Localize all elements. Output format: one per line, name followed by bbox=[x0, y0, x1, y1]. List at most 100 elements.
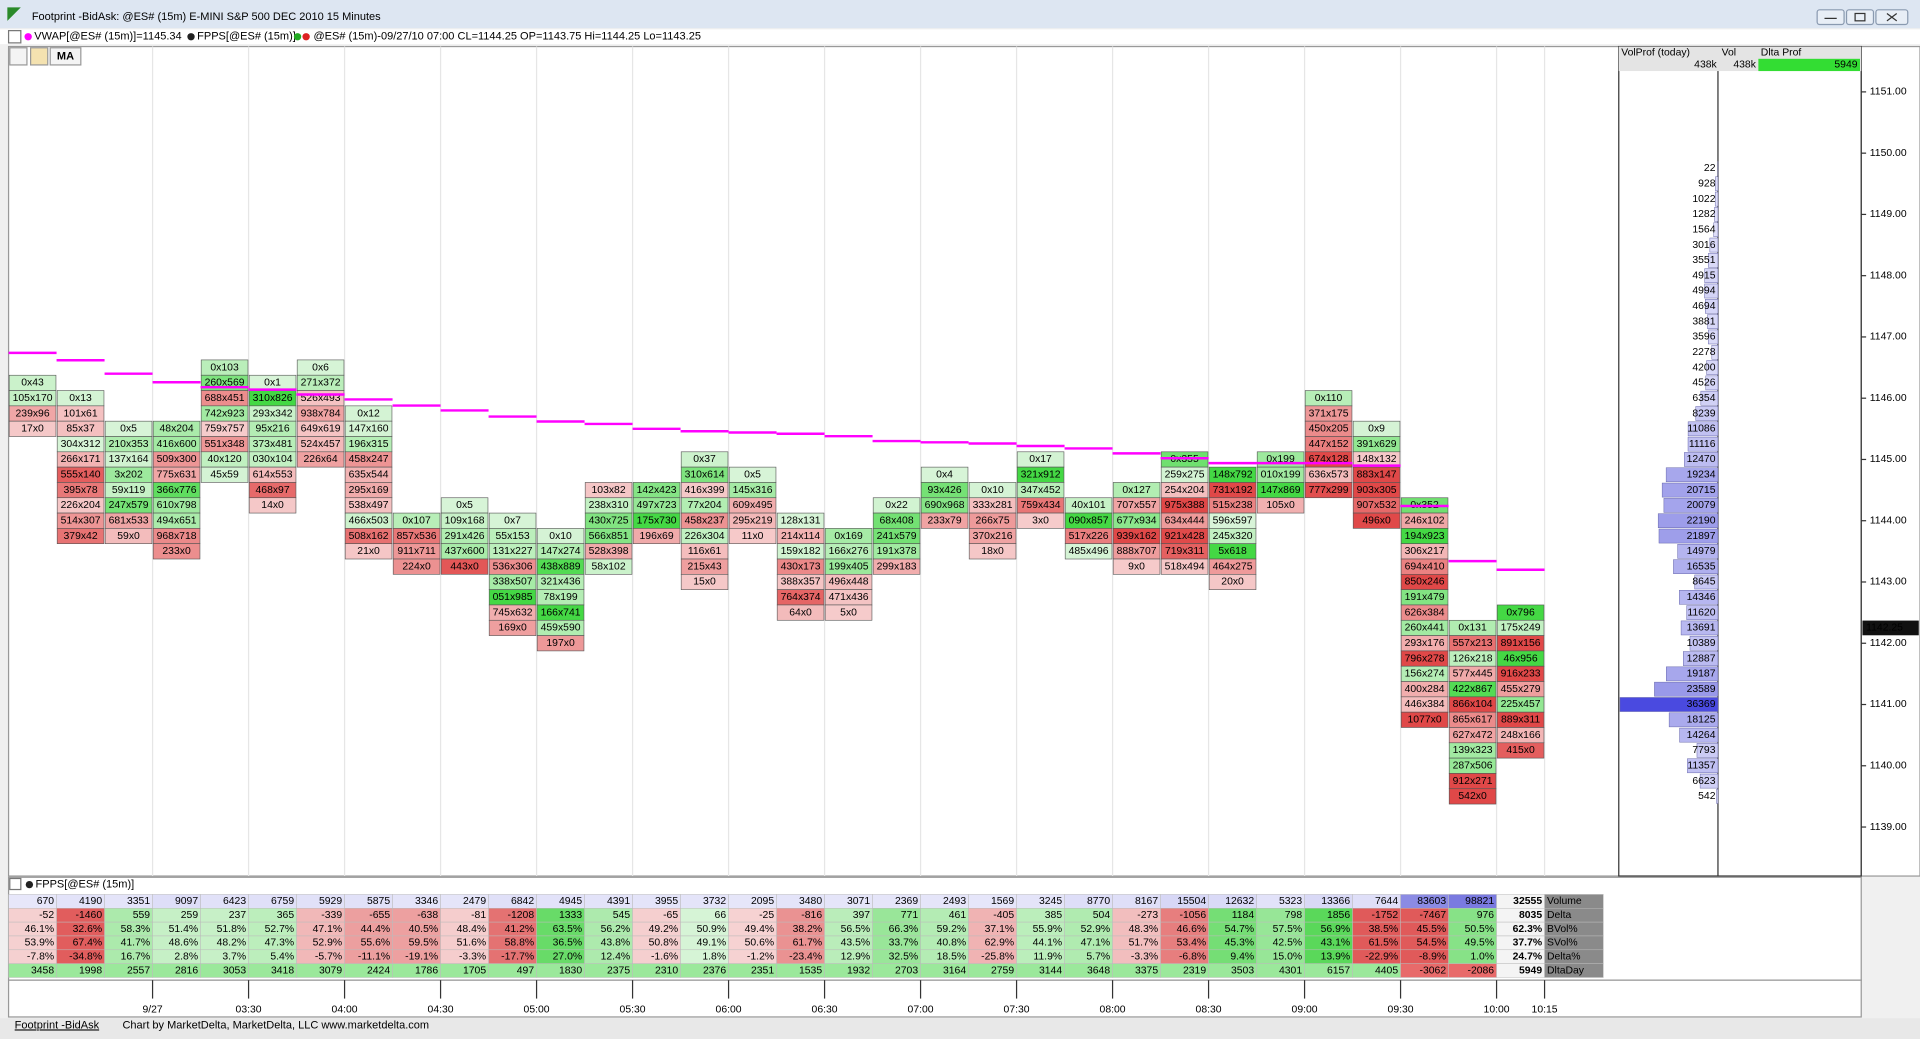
stats-value: 43.1% bbox=[1321, 938, 1351, 949]
stats-value: 32.6% bbox=[73, 924, 103, 935]
footprint-cell-label: 15x0 bbox=[693, 577, 716, 588]
footprint-cell-label: 11x0 bbox=[742, 531, 764, 542]
footprint-cell-label: 199x405 bbox=[829, 561, 869, 572]
footprint-cell-label: 246x102 bbox=[1405, 515, 1445, 526]
stats-value: 2816 bbox=[175, 965, 198, 976]
footprint-cell-label: 58x102 bbox=[592, 561, 626, 572]
x-tick-label: 07:30 bbox=[1004, 1004, 1030, 1015]
footprint-cell bbox=[776, 604, 825, 621]
footprint-cell-label: 677x934 bbox=[1117, 515, 1157, 526]
footprint-cell-label: 400x284 bbox=[1405, 684, 1445, 695]
profile-bar bbox=[1619, 697, 1719, 712]
stats-value: 48.6% bbox=[169, 938, 199, 949]
footprint-cell-label: 742x923 bbox=[205, 408, 245, 419]
indicator-vwap[interactable]: VWAP[@ES# (15m)]=1145.34 bbox=[34, 31, 181, 43]
footprint-cell-label: 68x408 bbox=[880, 515, 914, 526]
stats-value: -1.2% bbox=[747, 951, 774, 962]
indicator-close[interactable] bbox=[7, 30, 22, 44]
stats-value: 41.7% bbox=[121, 938, 151, 949]
stats-row-name: BVol% bbox=[1547, 924, 1578, 935]
profile-bar bbox=[1673, 559, 1719, 574]
stats-value: 2369 bbox=[895, 896, 918, 907]
minimize-button[interactable] bbox=[1816, 9, 1845, 26]
footprint-cell-label: 0x10 bbox=[981, 485, 1004, 496]
stats-value: 5949 bbox=[1519, 965, 1542, 976]
profile-bar bbox=[1699, 773, 1719, 789]
profile-bar bbox=[1658, 528, 1719, 544]
footprint-cell-label: 0x13 bbox=[69, 393, 92, 404]
stats-value: -34.8% bbox=[69, 951, 102, 962]
stats-value: 47.1% bbox=[1081, 938, 1111, 949]
footprint-cell-label: 45x59 bbox=[210, 470, 239, 481]
footprint-cell-label: 239x96 bbox=[16, 408, 50, 419]
footprint-cell-label: 46x956 bbox=[1504, 653, 1538, 664]
footprint-cell-label: 0x7 bbox=[504, 515, 521, 526]
footprint-cell-label: 148x792 bbox=[1213, 470, 1253, 481]
profile-bar bbox=[1666, 666, 1719, 682]
stats-value: 44.4% bbox=[361, 924, 391, 935]
sheet-tab[interactable]: Footprint -BidAsk bbox=[15, 1019, 100, 1031]
stats-value: 5.4% bbox=[270, 951, 294, 962]
stats-value: 32555 bbox=[1513, 896, 1542, 907]
footprint-cell-label: 293x342 bbox=[253, 408, 293, 419]
footprint-cell-label: 175x730 bbox=[637, 515, 677, 526]
tool-button[interactable] bbox=[9, 47, 28, 66]
title-bar bbox=[0, 0, 1920, 29]
profile-bar bbox=[1668, 712, 1719, 728]
profile-bar bbox=[1709, 237, 1719, 253]
stats-value: 13366 bbox=[1321, 896, 1350, 907]
stats-value: 4405 bbox=[1375, 965, 1398, 976]
footprint-cell-label: 299x183 bbox=[877, 561, 917, 572]
stats-value: 54.7% bbox=[1225, 924, 1255, 935]
stats-value: 45.5% bbox=[1417, 924, 1447, 935]
tool-button[interactable] bbox=[30, 47, 49, 66]
stats-value: 11.9% bbox=[1033, 951, 1062, 962]
footprint-cell-label: 371x175 bbox=[1309, 408, 1349, 419]
stats-value: 5875 bbox=[367, 896, 390, 907]
ma-button[interactable] bbox=[49, 47, 82, 66]
footprint-cell bbox=[56, 528, 105, 545]
stats-value: 41.2% bbox=[505, 924, 535, 935]
footprint-cell-label: 577x445 bbox=[1453, 669, 1493, 680]
profile-label: 12470 bbox=[1687, 454, 1716, 465]
stats-value: 44.1% bbox=[1033, 938, 1063, 949]
y-tick-label: 1139.00 bbox=[1870, 822, 1907, 833]
footprint-cell bbox=[1064, 543, 1113, 560]
profile-header-label: VolProf (today) bbox=[1621, 47, 1690, 58]
stats-value: 46.1% bbox=[25, 924, 55, 935]
indicator-fpps[interactable]: FPPS[@ES# (15m)] bbox=[197, 31, 296, 43]
stats-value: 59.5% bbox=[409, 938, 439, 949]
profile-label: 4200 bbox=[1692, 362, 1715, 373]
panel-close[interactable] bbox=[9, 877, 22, 891]
stats-value: 3648 bbox=[1087, 965, 1110, 976]
profile-bar bbox=[1683, 651, 1719, 666]
stats-value: -1.6% bbox=[651, 951, 678, 962]
stats-value: 47.3% bbox=[265, 938, 295, 949]
footprint-cell-label: 443x0 bbox=[450, 561, 479, 572]
footprint-cell bbox=[440, 558, 489, 575]
footprint-cell-label: 191x378 bbox=[877, 546, 917, 557]
panel-label: FPPS[@ES# (15m)] bbox=[36, 879, 135, 891]
profile-bar bbox=[1695, 406, 1719, 421]
footprint-cell bbox=[728, 528, 777, 545]
stats-value: 48.2% bbox=[217, 938, 247, 949]
stats-value: 3071 bbox=[847, 896, 870, 907]
time-axis bbox=[7, 979, 1862, 1018]
credit: Chart by MarketDelta, MarketDelta, LLC w… bbox=[122, 1019, 429, 1031]
footprint-cell-label: 142x423 bbox=[637, 485, 677, 496]
maximize-button[interactable] bbox=[1845, 9, 1875, 26]
footprint-cell-label: 528x398 bbox=[589, 546, 629, 557]
y-tick-label: 1150.00 bbox=[1870, 148, 1907, 159]
footprint-cell-label: 883x147 bbox=[1357, 470, 1397, 481]
footprint-cell-label: 0x5 bbox=[744, 470, 761, 481]
vwap-dot bbox=[24, 33, 32, 41]
stats-row-name: Volume bbox=[1547, 896, 1582, 907]
footprint-cell-label: 241x579 bbox=[877, 531, 917, 542]
footprint-cell-label: 210x353 bbox=[109, 439, 149, 450]
footprint-cell-label: 903x305 bbox=[1357, 485, 1397, 496]
footprint-cell-label: 850x246 bbox=[1405, 577, 1445, 588]
stats-value: 3053 bbox=[223, 965, 246, 976]
indicator-bar-info[interactable]: @ES# (15m)-09/27/10 07:00 CL=1144.25 OP=… bbox=[313, 31, 701, 43]
footprint-cell bbox=[296, 451, 345, 468]
stats-value: 55.6% bbox=[361, 938, 391, 949]
